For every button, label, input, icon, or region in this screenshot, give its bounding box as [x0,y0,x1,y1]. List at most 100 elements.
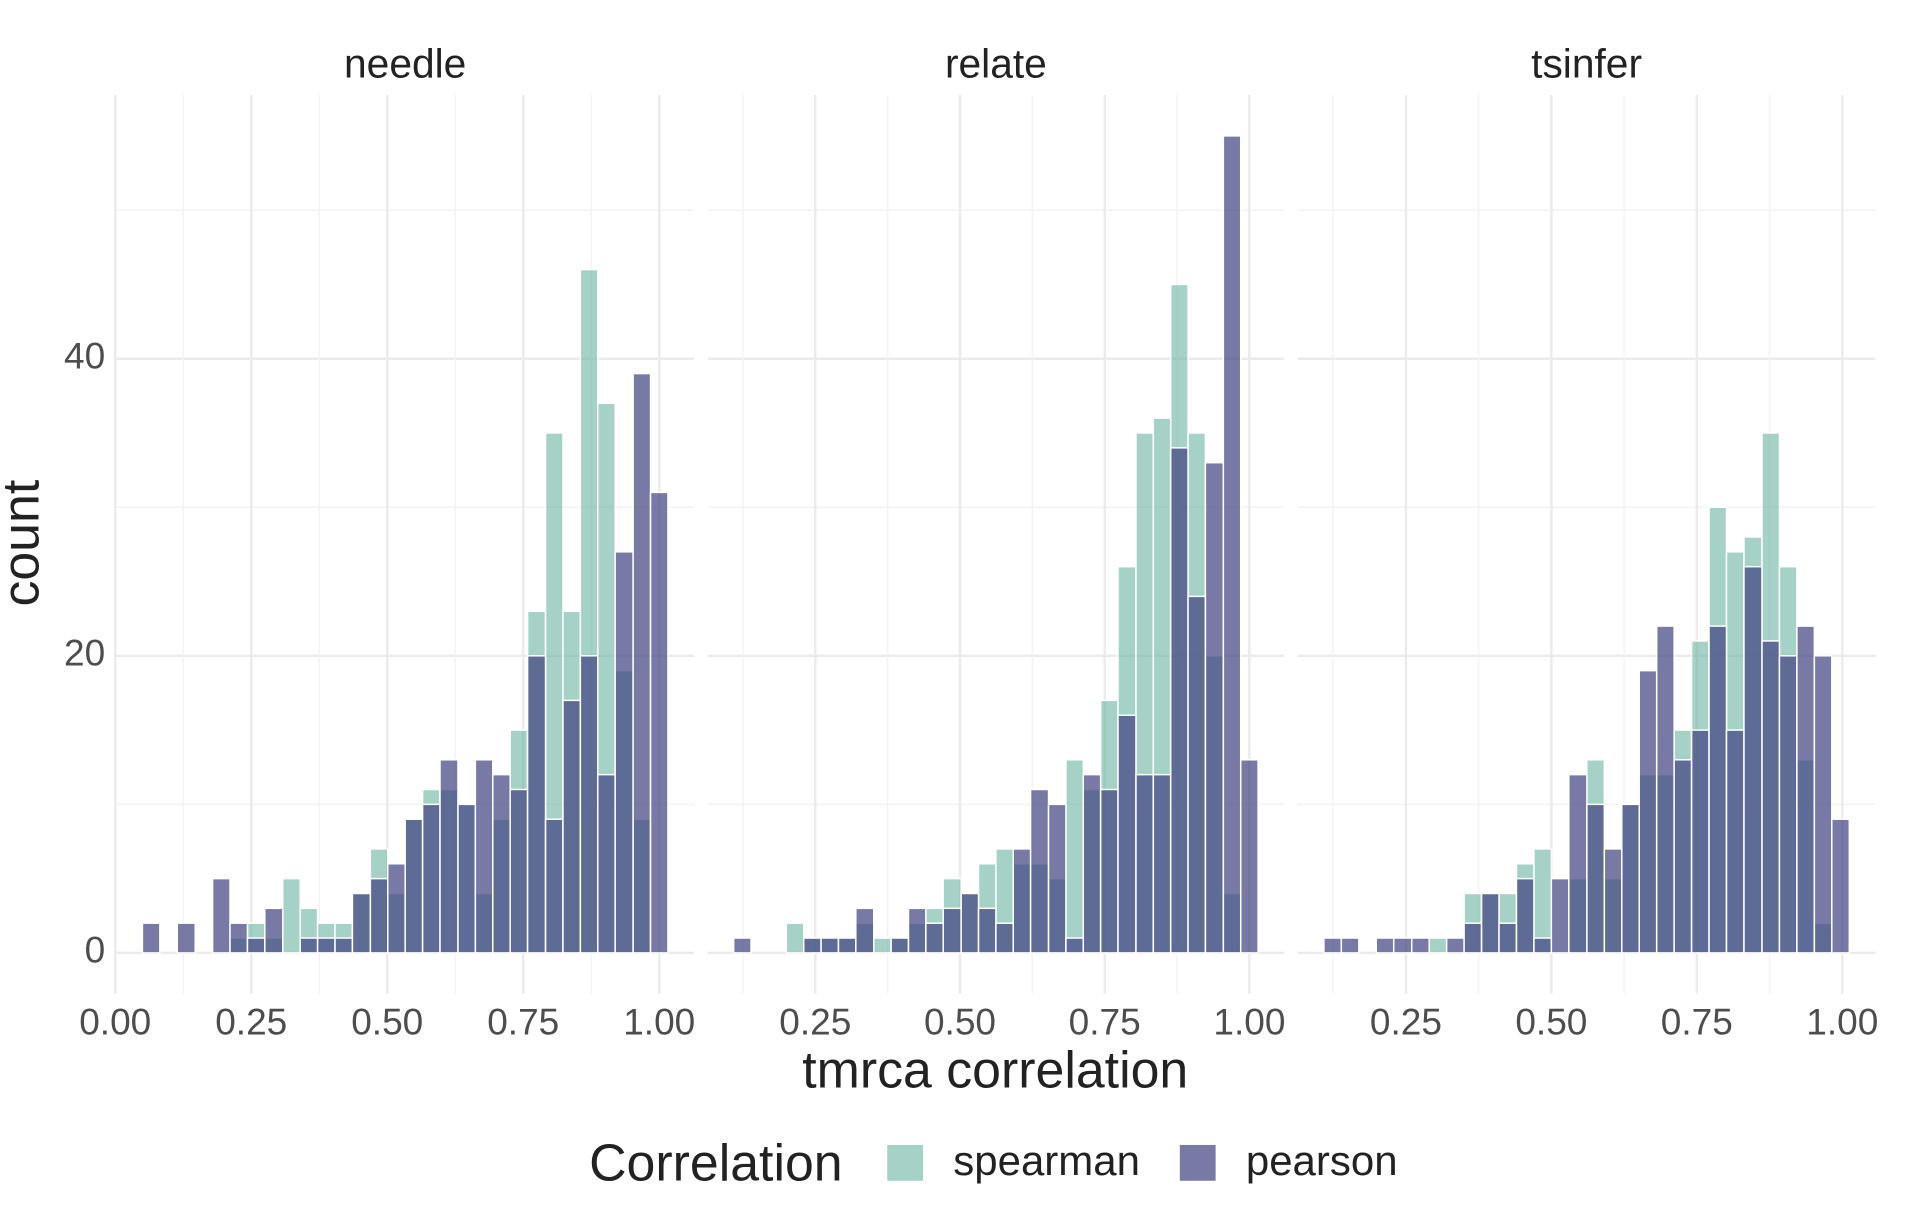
x-tick-label: 0.00 [79,1000,151,1042]
legend-label: pearson [1246,1137,1398,1184]
histogram-bar [960,892,980,954]
x-tick-label: 1.00 [1213,1000,1285,1042]
histogram-bar [1029,788,1050,954]
legend-title: Correlation [589,1133,843,1191]
histogram-bar [1831,818,1851,954]
legend: spearman pearson [886,1137,1398,1184]
facet-title: relate [945,40,1047,86]
histogram-bar [1603,848,1623,954]
y-tick-label: 20 [64,632,105,674]
histogram-bar [1673,759,1693,954]
histogram-bar [837,937,857,954]
histogram-bar [614,551,634,954]
histogram-bar [229,922,249,954]
histogram-bar [1065,759,1085,954]
histogram-bar [1239,759,1259,954]
histogram-bar [1550,877,1570,954]
histogram-bar [1515,877,1535,954]
histogram-bar [1392,937,1413,954]
histogram-bar [1621,803,1640,954]
histogram-bar [439,759,459,954]
x-tick-label: 0.50 [1515,1000,1587,1042]
histogram-bar [1725,729,1745,954]
histogram-bar [387,863,406,954]
legend-label: spearman [953,1137,1140,1184]
facet-title: needle [344,40,466,86]
x-tick-label: 0.75 [487,1000,559,1042]
histogram-bar [1065,937,1085,954]
histogram-bar [1204,461,1225,954]
bars [141,135,1851,954]
histogram-bar [855,907,875,954]
histogram-bar [579,655,599,954]
histogram-bar [264,907,284,954]
histogram-bar [1169,447,1189,954]
histogram-bar [890,937,910,954]
histogram-bar [942,907,962,954]
histogram-bar [732,937,752,954]
histogram-bar [907,907,927,954]
legend-key [886,1143,925,1183]
histogram-bar [785,922,805,954]
histogram-bar [995,922,1014,954]
histogram-bar [1690,729,1710,954]
histogram-bar [1099,788,1119,954]
histogram-bar [282,877,301,954]
x-tick-label: 0.75 [1661,1000,1733,1042]
histogram-bar [1411,937,1430,954]
histogram-bar [334,937,354,954]
histogram-bar [597,773,616,954]
histogram-bar [369,877,389,954]
histogram-bar [1743,565,1763,954]
histogram-bar [404,818,424,954]
histogram-bar [649,491,669,954]
x-tick-label: 0.50 [924,1000,996,1042]
histogram-bar [211,877,231,954]
histogram-bar [299,937,319,954]
histogram-bar [1568,773,1588,954]
y-tick-label: 40 [64,335,105,377]
histogram-bar [351,892,372,954]
x-tick-label: 0.25 [1370,1000,1442,1042]
histogram-bar [632,372,652,954]
x-tick-label: 1.00 [1806,1000,1878,1042]
histogram-bar [1047,803,1067,954]
legend-key [1178,1143,1217,1183]
histogram-bar [562,699,582,954]
x-axis-title: tmrca correlation [802,1041,1188,1099]
histogram-bar [1708,625,1728,954]
histogram-bar [802,937,822,954]
labels: 0 20 40 needle 0.00 0.25 0.50 0.75 1.00 relate 0.2… [64,40,1878,1042]
x-tick-label: 1.00 [623,1000,695,1042]
histogram-bar [1428,937,1448,954]
histogram-bar [1655,625,1675,954]
facet-title: tsinfer [1531,40,1642,86]
histogram-bar [1012,848,1032,954]
histogram-bar [1813,655,1833,954]
x-tick-label: 0.75 [1069,1000,1141,1042]
histogram-bar [1463,922,1483,954]
histogram-bar [1445,937,1465,954]
histogram-bar [1480,892,1500,954]
histogram-bar [474,759,494,954]
histogram-bar [1638,669,1658,954]
histogram-bar [509,788,529,954]
histogram-bar [1152,773,1172,954]
y-axis-title: count [0,479,50,606]
histogram-bar [1375,937,1395,954]
histogram-bar [1082,773,1102,954]
x-tick-label: 0.50 [351,1000,423,1042]
histogram-bar [141,922,161,954]
histogram-bar [457,803,477,954]
histogram-bar [1533,848,1553,954]
histogram-bar [1323,937,1343,954]
histogram-bar [925,922,944,954]
histogram-bar [1533,937,1553,954]
histogram-bar [1135,773,1155,954]
histogram-bar [977,907,997,954]
histogram-bar [544,818,564,954]
histogram-bar [1222,135,1242,954]
histogram-bar [1778,655,1798,954]
